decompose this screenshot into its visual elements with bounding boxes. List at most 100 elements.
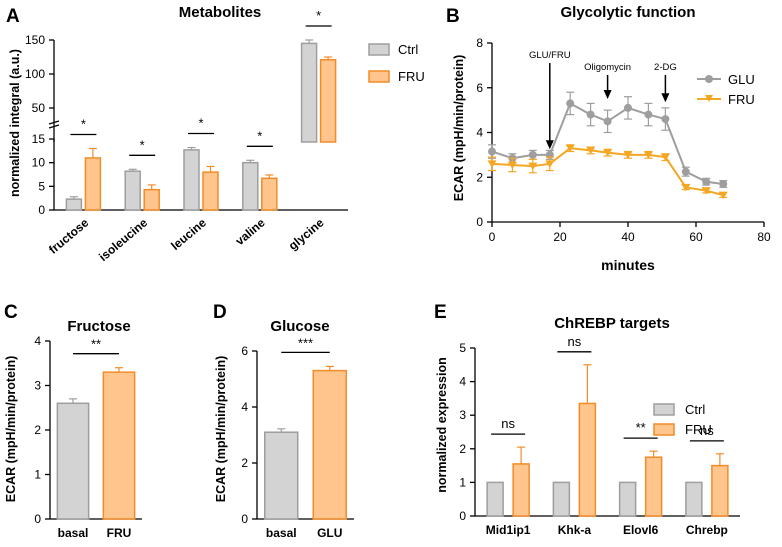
axis-c-tick-label: 3 (34, 379, 41, 393)
legend-e-fru-swatch (653, 423, 675, 436)
legend-a-ctrl-label: Ctrl (398, 42, 418, 57)
axis-e-category-label: Mid1ip1 (486, 523, 531, 537)
point-b-glu (603, 117, 612, 126)
axis-b-xtick-label: 40 (621, 230, 635, 244)
point-b-fru (528, 162, 538, 171)
panel-label-d: D (213, 302, 227, 323)
point-b-fru (643, 151, 653, 159)
sig-c-label: ** (91, 337, 101, 352)
point-b-fru (623, 151, 633, 159)
point-b-fru (718, 191, 728, 200)
bar-e-fru-khk-a (578, 402, 597, 517)
axis-e-tick-label: 2 (459, 442, 466, 456)
annotation-b-label: 2-DG (654, 62, 677, 73)
chart-d: 0 2 4 6 basal GLU *** (241, 335, 354, 540)
bar-d-glu (312, 369, 347, 520)
legend-b-fru-marker (705, 95, 713, 102)
axis-b-ytick-label: 0 (476, 215, 483, 229)
axis-e-category-label: Elovl6 (623, 523, 659, 537)
axis-a-tick-label: 10 (32, 156, 46, 170)
point-b-glu (661, 115, 670, 124)
axis-d-category-label: GLU (317, 526, 342, 540)
bar-a-fru-leucine (202, 171, 219, 211)
axis-c-tick-label: 1 (34, 468, 41, 482)
point-b-glu (566, 99, 575, 108)
axis-a-tick-label: 50 (32, 101, 46, 115)
axis-c-tick-label: 2 (34, 423, 41, 437)
axis-e-category-label: Khk-a (558, 523, 592, 537)
bar-a-ctrl-valine (242, 161, 259, 211)
point-b-fru (660, 153, 670, 162)
axis-b-xtick-label: 80 (757, 230, 771, 244)
axis-a-tick-label: 150 (25, 33, 45, 47)
sig-a-label: * (257, 128, 262, 143)
chart-a: 0 5 10 15 50 100 150 * fructose * isoleucine * leuci… (25, 8, 350, 264)
legend-e-ctrl-label: Ctrl (685, 402, 705, 417)
bar-c-fru (102, 371, 136, 520)
bar-a-fru-isoleucine (143, 188, 160, 211)
chart-b-ylabel: ECAR (mpH/min/protein) (452, 55, 466, 202)
axis-b-xtick-label: 60 (689, 230, 703, 244)
chart-d-ylabel: ECAR (mpH/min/protein) (214, 356, 228, 503)
axis-c-category-label: basal (58, 526, 89, 540)
axis-a-break-mark (48, 124, 60, 129)
point-b-glu (644, 110, 653, 119)
axis-e-tick-label: 5 (459, 341, 466, 355)
point-b-glu (488, 147, 496, 156)
chart-c: 0 1 2 3 4 basal FRU ** (34, 334, 142, 540)
axis-c-tick-label: 4 (34, 334, 41, 348)
axis-a-category-label: fructose (46, 215, 92, 256)
axis-a-break-gap (346, 118, 350, 128)
panel-label-e: E (434, 302, 447, 323)
axis-a-tick-label: 15 (32, 132, 46, 146)
point-b-glu (528, 150, 537, 159)
bar-a-ctrl-leucine (183, 149, 200, 211)
legend-e-fru-label: FRU (685, 422, 712, 437)
bar-e-fru-chrebp (711, 464, 729, 517)
point-b-fru (545, 160, 555, 168)
axis-e-tick-label: 4 (459, 375, 466, 389)
axis-c-tick-label: 0 (34, 512, 41, 526)
chart-b-title: Glycolytic function (560, 4, 695, 21)
chart-c-title: Fructose (67, 318, 130, 335)
axis-a-tick-label: 5 (38, 179, 45, 193)
axis-b-ytick-label: 2 (476, 170, 483, 184)
sig-e-label: ** (636, 420, 646, 435)
bar-e-ctrl-elovl6 (618, 481, 637, 517)
panel-label-c: C (4, 302, 18, 323)
axis-c-category-label: FRU (107, 526, 132, 540)
axis-b-ytick-label: 4 (476, 126, 483, 140)
point-b-glu (586, 110, 595, 119)
axis-a-tick-label: 100 (25, 67, 45, 81)
legend-b-glu-marker (705, 75, 713, 83)
axis-d-tick-label: 0 (241, 512, 248, 526)
sig-a-label: * (81, 116, 86, 131)
annotation-b-arrow-head (661, 93, 670, 103)
chart-b-xlabel: minutes (601, 257, 655, 273)
axis-e-tick-label: 0 (459, 509, 466, 523)
legend-e-ctrl-swatch (653, 403, 675, 416)
chart-e-title: ChREBP targets (554, 315, 670, 332)
chart-c-ylabel: ECAR (mpH/min/protein) (4, 356, 18, 503)
sig-e-label: ns (501, 416, 515, 431)
bar-a-ctrl-glycine (300, 42, 318, 143)
legend-b-fru-label: FRU (728, 92, 755, 107)
chart-d-title: Glucose (270, 318, 329, 335)
annotation-b-arrow-head (603, 89, 612, 99)
chart-e-ylabel: normalized expression (435, 357, 449, 492)
bar-a-fru-glycine (319, 58, 337, 143)
annotation-b-label: Oligomycin (584, 62, 631, 73)
point-b-fru (603, 149, 613, 157)
axis-d-category-label: basal (266, 526, 297, 540)
axis-a-category-label: leucine (168, 215, 209, 253)
bar-a-ctrl-isoleucine (124, 170, 141, 211)
bar-a-fru-fructose (84, 157, 102, 211)
bar-d-basal (264, 431, 299, 520)
axis-e-category-label: Chrebp (686, 523, 728, 537)
point-b-glu (702, 177, 711, 186)
bar-a-fru-valine (261, 177, 278, 211)
legend-b-glu-label: GLU (728, 72, 755, 87)
legend-a-fru-swatch (368, 70, 390, 83)
bar-a-ctrl-fructose (65, 198, 83, 211)
sig-a-label: * (140, 137, 145, 152)
